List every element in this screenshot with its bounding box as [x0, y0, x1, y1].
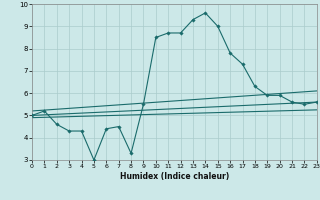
X-axis label: Humidex (Indice chaleur): Humidex (Indice chaleur): [120, 172, 229, 181]
